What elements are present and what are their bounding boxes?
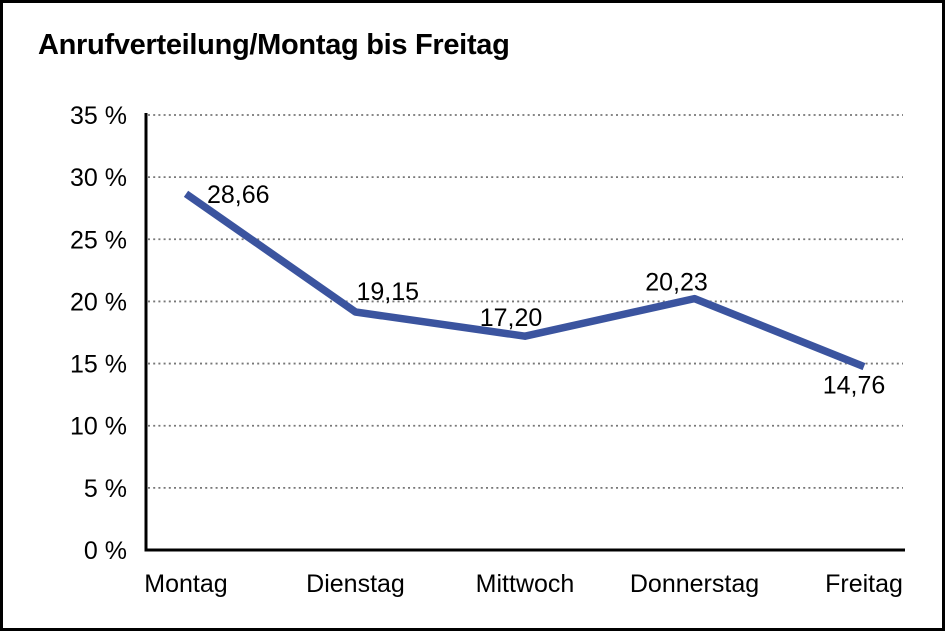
y-tick-label: 20 % bbox=[70, 288, 127, 316]
y-tick-label: 10 % bbox=[70, 413, 127, 441]
y-tick-label: 35 % bbox=[70, 102, 127, 130]
y-tick-label: 0 % bbox=[84, 537, 127, 565]
data-point-label: 20,23 bbox=[645, 269, 708, 297]
data-point-label: 19,15 bbox=[357, 278, 420, 306]
data-point-label: 14,76 bbox=[823, 372, 886, 400]
x-category-label: Mittwoch bbox=[476, 570, 575, 598]
y-tick-label: 30 % bbox=[70, 164, 127, 192]
y-tick-label: 25 % bbox=[70, 226, 127, 254]
x-category-label: Dienstag bbox=[306, 570, 405, 598]
data-point-label: 28,66 bbox=[207, 181, 270, 209]
x-category-label: Donnerstag bbox=[630, 570, 759, 598]
chart-title: Anrufverteilung/Montag bis Freitag bbox=[38, 29, 510, 61]
y-tick-label: 5 % bbox=[84, 475, 127, 503]
data-point-label: 17,20 bbox=[480, 304, 543, 332]
x-category-label: Freitag bbox=[825, 570, 903, 598]
y-tick-label: 15 % bbox=[70, 351, 127, 379]
series-line bbox=[183, 190, 866, 371]
x-category-label: Montag bbox=[144, 570, 227, 598]
